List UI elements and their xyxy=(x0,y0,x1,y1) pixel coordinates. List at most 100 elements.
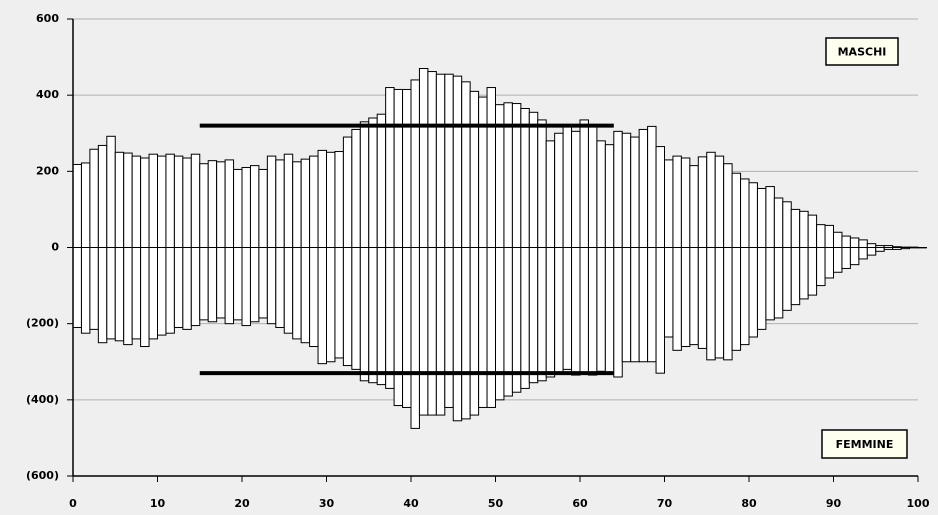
bar xyxy=(72,247,82,328)
bar xyxy=(833,231,843,248)
y-tick-label: 400 xyxy=(36,88,59,101)
x-tick-label: 80 xyxy=(741,497,757,510)
x-tick-label: 70 xyxy=(657,497,673,510)
x-tick-label: 30 xyxy=(319,497,335,510)
bar xyxy=(309,155,319,249)
bar xyxy=(114,151,125,249)
bar xyxy=(427,71,437,249)
bar xyxy=(342,136,353,248)
bar xyxy=(241,247,251,327)
bar xyxy=(283,247,294,334)
bar xyxy=(731,172,742,248)
bar xyxy=(748,182,758,248)
bar xyxy=(537,247,547,382)
bar xyxy=(292,247,302,340)
bar xyxy=(435,247,446,416)
bar xyxy=(173,247,184,328)
bar xyxy=(587,247,598,376)
legend-box xyxy=(821,429,908,459)
bar xyxy=(562,247,573,370)
bar xyxy=(765,247,775,321)
bar xyxy=(207,247,218,323)
bar xyxy=(604,144,615,248)
bar xyxy=(393,247,404,407)
bar xyxy=(596,247,606,372)
bar xyxy=(376,113,387,249)
bar xyxy=(140,247,150,348)
bar xyxy=(368,247,378,384)
bar xyxy=(80,247,91,334)
bar xyxy=(816,247,826,287)
bar xyxy=(866,243,877,248)
x-tick-label: 50 xyxy=(488,497,504,510)
bar xyxy=(647,125,657,248)
bar xyxy=(866,247,877,256)
bar xyxy=(165,153,175,248)
bar xyxy=(249,165,260,248)
bar xyxy=(157,247,167,336)
bar xyxy=(266,247,277,325)
bar xyxy=(148,153,159,248)
bar xyxy=(359,247,370,382)
x-tick-label: 40 xyxy=(403,497,419,510)
bar xyxy=(478,96,488,248)
bar xyxy=(72,163,82,248)
bar xyxy=(680,157,691,248)
bar xyxy=(182,157,192,248)
bar xyxy=(199,163,209,248)
bar xyxy=(773,247,784,319)
bar xyxy=(283,153,294,248)
bar xyxy=(799,210,809,248)
bar xyxy=(520,107,530,248)
bar xyxy=(638,247,649,363)
bar xyxy=(385,87,395,248)
bar xyxy=(706,247,716,361)
bar xyxy=(182,247,192,330)
bar xyxy=(326,151,336,249)
bar xyxy=(587,125,598,248)
bar xyxy=(680,247,691,348)
bar xyxy=(672,155,682,249)
bar xyxy=(790,247,801,306)
bar xyxy=(689,165,699,248)
bar xyxy=(317,149,327,248)
bar xyxy=(545,140,556,248)
bar xyxy=(106,135,116,248)
bar xyxy=(114,247,125,342)
bar xyxy=(520,247,530,389)
bar xyxy=(833,247,843,273)
bar xyxy=(486,247,496,408)
bar xyxy=(748,247,758,338)
bar xyxy=(418,247,429,416)
bar xyxy=(495,247,505,401)
bar xyxy=(444,247,454,408)
bar xyxy=(275,159,285,249)
bar xyxy=(697,156,708,248)
y-tick-label: (600) xyxy=(26,469,59,482)
bar xyxy=(714,247,725,359)
bar xyxy=(782,247,792,311)
bar xyxy=(97,247,108,344)
bar xyxy=(376,247,387,386)
bar xyxy=(511,247,522,393)
bar xyxy=(292,161,302,248)
bar xyxy=(342,247,353,367)
bar xyxy=(621,247,632,363)
bar xyxy=(334,247,344,359)
bar xyxy=(402,88,412,249)
bar xyxy=(216,247,226,319)
bar xyxy=(216,161,226,248)
bar xyxy=(858,247,868,260)
bar xyxy=(799,247,809,300)
bar xyxy=(359,121,370,248)
bar xyxy=(824,224,834,248)
bar xyxy=(452,75,463,248)
bar xyxy=(554,247,564,374)
bar xyxy=(740,178,750,248)
bar xyxy=(106,247,116,340)
bar xyxy=(224,159,235,249)
bar xyxy=(596,140,606,248)
bar xyxy=(207,160,218,248)
bar xyxy=(528,247,539,384)
bar xyxy=(740,247,750,346)
